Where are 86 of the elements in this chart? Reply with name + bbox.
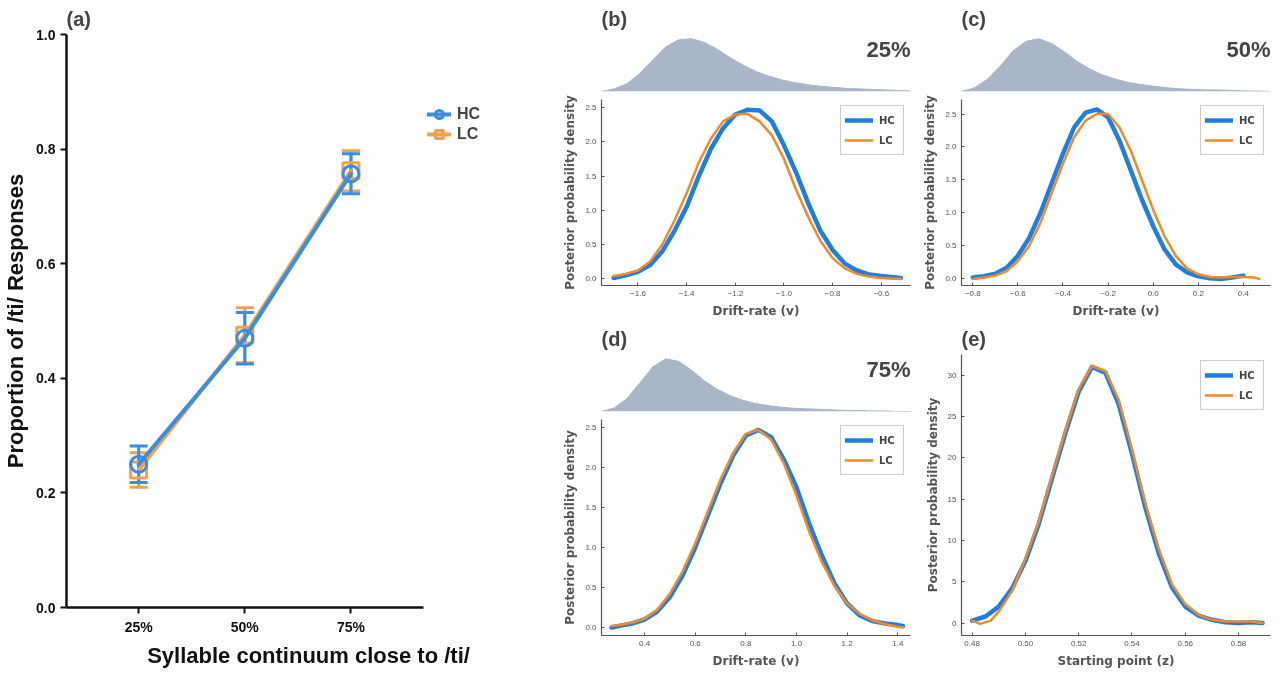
x-tick-label: 0.50: [1017, 638, 1034, 648]
y-tick-label: 1.5: [945, 175, 958, 185]
x-tick-label: 0.6: [689, 638, 702, 648]
legend-label: LC: [1239, 389, 1254, 401]
x-tick-label: −0.8: [824, 288, 842, 298]
chart-title: (d): [601, 327, 628, 350]
x-tick-label: 1.0: [790, 638, 803, 648]
y-tick-label: 0: [952, 618, 958, 628]
annotation: 50%: [1226, 37, 1271, 63]
legend-label: LC: [456, 125, 479, 143]
x-tick-label: 0.4: [639, 638, 651, 648]
y-tick-label: 20: [947, 453, 958, 463]
x-tick-label: −0.6: [1009, 288, 1027, 298]
y-tick-label: 2.5: [585, 423, 598, 432]
y-tick-label: 2.0: [945, 142, 958, 152]
y-tick-label: 2.0: [585, 463, 598, 472]
x-tick-label: −1.0: [776, 288, 793, 298]
x-tick-label: 25%: [124, 618, 154, 635]
y-tick-label: 0.0: [945, 274, 958, 284]
x-axis-title: Drift-rate (v): [712, 303, 800, 318]
legend-label: LC: [879, 454, 894, 466]
y-tick-label: 0.5: [585, 583, 598, 592]
y-tick-label: 2.5: [585, 103, 598, 113]
legend-label: HC: [456, 105, 480, 123]
y-axis-title: Posterior probability density: [925, 397, 940, 593]
x-tick-label: 0.0: [1147, 288, 1160, 298]
legend-label: HC: [1239, 369, 1256, 381]
y-tick-label: 10: [947, 535, 958, 545]
x-tick-label: 0.2: [1192, 288, 1205, 298]
y-tick-label: 25: [947, 411, 958, 421]
y-tick-label: 1.5: [585, 503, 598, 512]
chart-title: (a): [66, 7, 91, 30]
x-tick-label: 0.54: [1124, 638, 1141, 648]
x-tick-label: −1.4: [678, 288, 696, 298]
chart-title: (b): [601, 7, 628, 30]
x-tick-label: 0.48: [964, 638, 981, 648]
x-tick-label: 0.56: [1177, 638, 1194, 648]
y-tick-label: 0.2: [36, 484, 56, 501]
y-tick-label: 0.8: [36, 141, 56, 158]
x-tick-label: 0.4: [1237, 288, 1250, 298]
y-axis-title: Posterior probability density: [563, 430, 578, 625]
x-tick-label: −0.6: [873, 288, 890, 298]
x-tick-label: 50%: [230, 618, 260, 635]
x-tick-label: 0.8: [740, 638, 752, 648]
x-tick-label: 0.58: [1230, 638, 1247, 648]
y-tick-label: 1.0: [585, 205, 598, 215]
legend-label: HC: [1239, 114, 1256, 126]
x-tick-label: −0.8: [964, 288, 982, 298]
chart-title: (e): [961, 327, 986, 350]
y-tick-label: 30: [947, 370, 958, 380]
y-tick-label: 1.0: [585, 543, 598, 552]
annotation: 25%: [866, 37, 911, 63]
y-tick-label: 0.5: [945, 241, 958, 251]
y-axis-title: Posterior probability density: [923, 95, 938, 290]
legend-label: LC: [1239, 134, 1254, 146]
y-tick-label: 0.0: [585, 274, 598, 284]
y-tick-label: 2.5: [945, 109, 958, 119]
legend-label: LC: [879, 134, 894, 146]
x-axis-title: Drift-rate (v): [1072, 303, 1160, 318]
y-axis-title: Posterior probability density: [563, 95, 578, 290]
x-axis-title: Starting point (z): [1057, 653, 1175, 668]
x-tick-label: −0.4: [1055, 288, 1072, 298]
y-tick-label: 2.0: [585, 137, 598, 147]
y-tick-label: 1.0: [945, 208, 958, 218]
x-axis-title: Syllable continuum close to /ti/: [147, 642, 470, 668]
y-tick-label: 0.0: [36, 599, 56, 616]
x-tick-label: −0.2: [1100, 288, 1117, 298]
x-tick-label: −1.2: [727, 288, 744, 298]
legend-label: HC: [879, 114, 896, 126]
y-tick-label: 15: [947, 494, 958, 504]
x-tick-label: 75%: [336, 618, 366, 635]
y-tick-label: 5: [952, 577, 958, 587]
chart-title: (c): [961, 7, 986, 30]
y-tick-label: 0.5: [585, 239, 598, 249]
x-tick-label: 1.4: [892, 638, 904, 648]
x-tick-label: 0.52: [1070, 638, 1088, 648]
y-tick-label: 0.6: [36, 255, 56, 272]
y-tick-label: 1.0: [36, 26, 56, 43]
annotation: 75%: [866, 357, 911, 383]
x-tick-label: −1.6: [630, 288, 647, 298]
x-axis-title: Drift-rate (v): [712, 653, 800, 668]
y-tick-label: 1.5: [585, 171, 598, 181]
legend-label: HC: [879, 434, 896, 446]
y-tick-label: 0.4: [36, 370, 56, 387]
x-tick-label: 1.2: [841, 638, 854, 648]
y-axis-title: Proportion of /ti/ Responses: [3, 173, 29, 469]
